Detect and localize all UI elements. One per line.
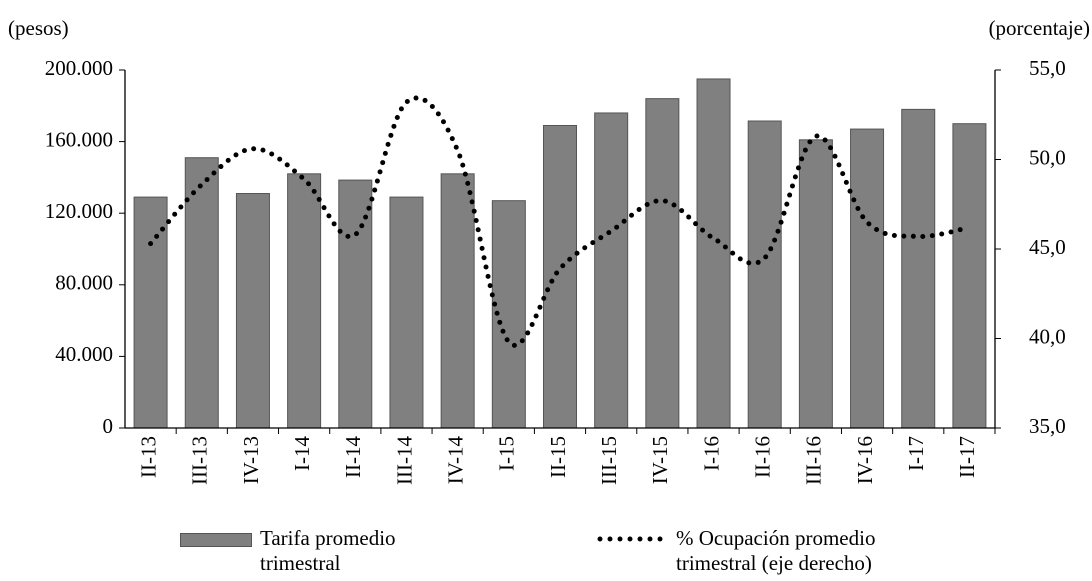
x-tick-label: I-14 <box>290 436 314 471</box>
bar <box>184 157 219 429</box>
y-tick-label: 120.000 <box>45 199 113 223</box>
legend-item: % Ocupación promedio trimestral (eje der… <box>596 526 936 576</box>
x-tick-label: III-16 <box>802 436 826 485</box>
bar <box>235 193 270 429</box>
y2-tick-label: 35,0 <box>1029 414 1066 438</box>
y-tick-label: 80.000 <box>55 271 113 295</box>
bar <box>850 128 885 429</box>
x-tick-label: II-13 <box>136 436 160 478</box>
x-tick-label: II-17 <box>955 436 979 478</box>
x-tick-label: I-15 <box>495 436 519 471</box>
bar <box>389 196 424 429</box>
x-tick-label: II-16 <box>751 436 775 478</box>
bar <box>594 112 629 429</box>
bar <box>952 123 987 429</box>
x-tick-label: IV-13 <box>239 436 263 484</box>
y2-axis-title: (porcentaje) <box>989 16 1090 40</box>
y-tick-label: 200.000 <box>45 56 113 80</box>
y-tick-label: 160.000 <box>45 127 113 151</box>
legend-swatch <box>597 536 671 542</box>
y-tick-label: 0 <box>103 414 114 438</box>
bar <box>798 139 833 429</box>
x-tick-label: II-14 <box>341 436 365 478</box>
y2-tick-label: 40,0 <box>1029 324 1066 348</box>
bar <box>287 173 322 429</box>
x-tick-label: II-15 <box>546 436 570 478</box>
y-axis-title: (pesos) <box>8 16 69 40</box>
x-tick-label: III-15 <box>597 436 621 485</box>
x-tick-label: IV-15 <box>648 436 672 484</box>
x-tick-label: IV-16 <box>853 436 877 484</box>
x-tick-label: III-13 <box>188 436 212 485</box>
bar <box>440 173 475 429</box>
x-tick-label: I-16 <box>699 436 723 471</box>
bar <box>133 196 168 429</box>
legend-label: % Ocupación promedio trimestral (eje der… <box>676 526 876 575</box>
line <box>148 95 972 348</box>
x-tick-label: I-17 <box>904 436 928 471</box>
x-tick-label: IV-14 <box>443 436 467 485</box>
bar <box>338 179 373 429</box>
y2-tick-label: 45,0 <box>1029 235 1066 259</box>
bar <box>645 98 680 429</box>
x-tick-label: III-14 <box>392 436 416 485</box>
legend-label: Tarifa promedio trimestral <box>260 526 396 575</box>
y2-tick-label: 55,0 <box>1029 56 1066 80</box>
bar <box>543 124 577 429</box>
legend-swatch <box>180 533 252 547</box>
legend-item: Tarifa promedio trimestral <box>180 526 460 576</box>
y2-tick-label: 50,0 <box>1029 145 1066 169</box>
bar <box>747 120 782 429</box>
bar <box>696 78 731 429</box>
y-tick-label: 40.000 <box>55 342 113 366</box>
bar <box>901 108 936 429</box>
